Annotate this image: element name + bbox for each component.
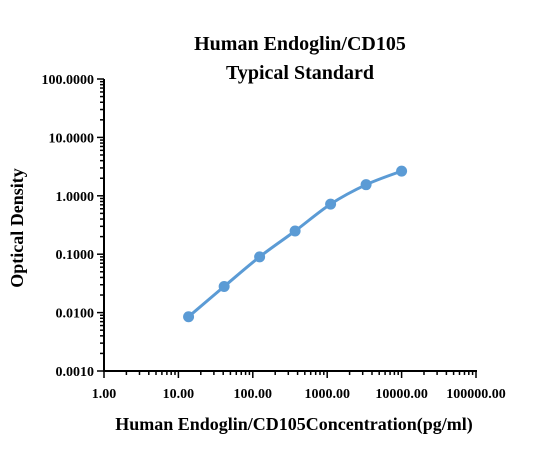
y-tick-label: 100.0000 — [42, 73, 95, 88]
x-tick-label: 10.00 — [163, 387, 195, 402]
plot-area — [183, 165, 408, 323]
x-tick-label: 1.00 — [92, 387, 117, 402]
y-tick-label: 0.0100 — [56, 307, 95, 322]
y-tick-label: 10.0000 — [49, 131, 95, 146]
data-point — [183, 311, 195, 323]
y-tick-label: 0.0010 — [56, 365, 95, 380]
x-axis-label: Human Endoglin/CD105Concentration(pg/ml) — [115, 414, 473, 435]
data-point — [218, 280, 230, 292]
chart-title: Human Endoglin/CD105 — [194, 33, 406, 55]
x-tick-label: 100000.00 — [446, 387, 506, 402]
y-axis-label: Optical Density — [7, 168, 27, 288]
y-tick-label: 0.1000 — [56, 248, 95, 263]
data-point — [360, 179, 372, 191]
x-tick-label: 1000.00 — [304, 387, 350, 402]
data-point — [325, 198, 337, 210]
data-point — [254, 251, 266, 263]
y-tick-label: 1.0000 — [56, 190, 95, 205]
series-fit-line — [187, 169, 403, 318]
x-tick-label: 100.00 — [234, 387, 273, 402]
data-point — [289, 225, 301, 237]
data-point — [396, 165, 408, 177]
axis-ticks: 0.0010 0.0100 0.1000 1.0000 10.0000 100.0000 1… — [42, 73, 506, 402]
chart-subtitle: Typical Standard — [226, 62, 374, 84]
x-tick-label: 10000.00 — [375, 387, 428, 402]
